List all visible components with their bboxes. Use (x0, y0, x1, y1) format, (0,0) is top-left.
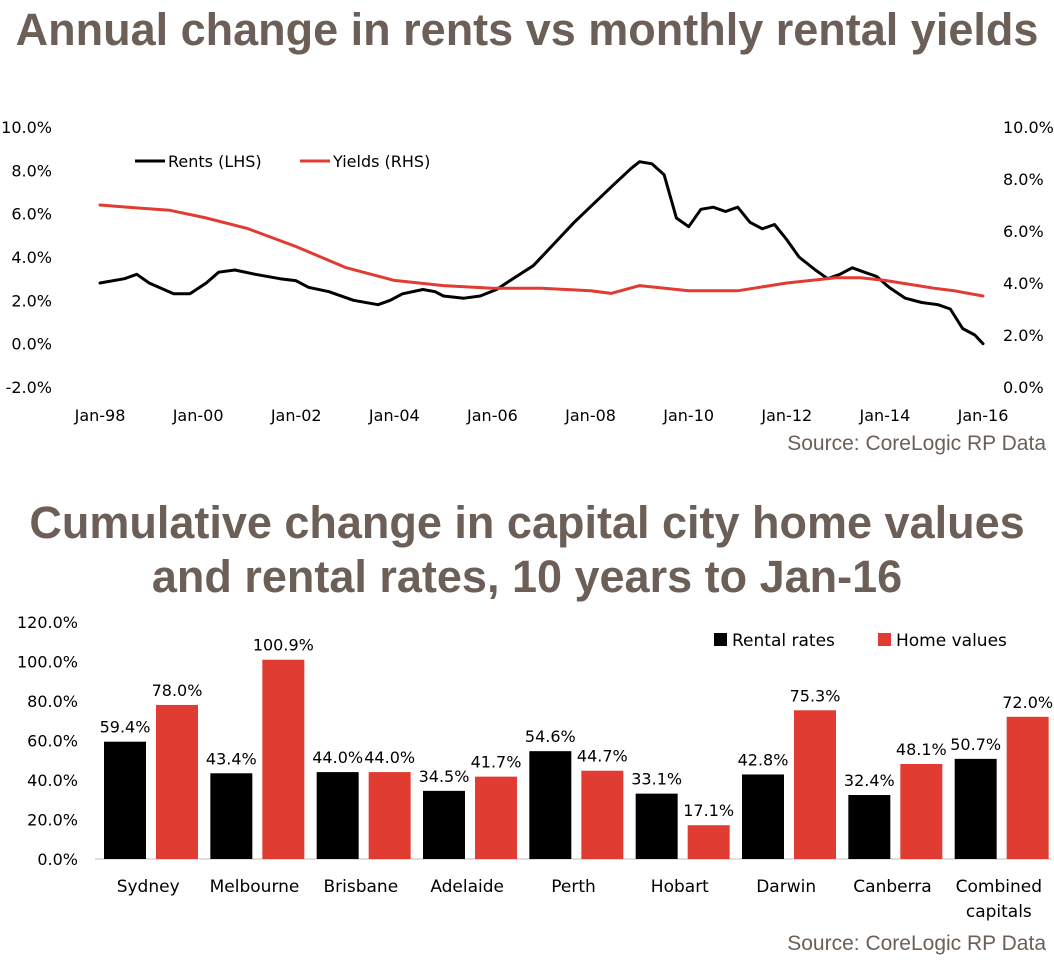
category-label: Melbourne (210, 877, 300, 897)
y-right-tick-label: 2.0% (1003, 326, 1044, 345)
category-label: Combined (956, 877, 1042, 897)
bar-data-label: 44.0% (312, 748, 363, 767)
series-line-yields (98, 203, 985, 298)
category-label: Adelaide (430, 877, 504, 897)
y-left-tick-label: 0.0% (11, 335, 52, 354)
bar-home-values (900, 764, 943, 859)
x-tick-label: Jan-04 (368, 406, 420, 425)
legend-label-rental-rates: Rental rates (732, 631, 835, 651)
bar-rental-rates (848, 795, 891, 859)
y-tick-label: 0.0% (37, 850, 78, 869)
y-right-tick-label: 10.0% (1003, 118, 1054, 137)
x-tick-label: Jan-16 (957, 406, 1009, 425)
bar-data-label: 59.4% (100, 718, 151, 737)
legend-label-home-values: Home values (896, 631, 1007, 651)
category-label: Hobart (651, 877, 709, 897)
x-tick-label: Jan-06 (466, 406, 518, 425)
legend-label-yields: Yields (RHS) (332, 152, 430, 171)
bar-home-values (368, 772, 411, 859)
bar-data-label: 44.0% (364, 748, 415, 767)
bar-rental-rates (210, 773, 253, 859)
y-left-tick-label: 6.0% (11, 205, 52, 224)
bar-data-label: 33.1% (631, 770, 682, 789)
legend-swatch-home-values (878, 633, 891, 646)
bar-data-label: 48.1% (896, 740, 947, 759)
bar-rental-rates (316, 772, 359, 859)
bar-home-values (581, 770, 624, 859)
x-tick-label: Jan-02 (270, 406, 322, 425)
bar-data-label: 100.9% (253, 636, 314, 655)
chart1-source: Source: CoreLogic RP Data (787, 432, 1046, 455)
bar-data-label: 75.3% (790, 686, 841, 705)
series-line-rents (98, 160, 985, 346)
bar-home-values (794, 710, 836, 859)
y-left-tick-label: 8.0% (11, 161, 52, 180)
bar-home-values (1006, 716, 1049, 859)
bar-data-label: 34.5% (419, 767, 470, 786)
category-label: Brisbane (323, 877, 398, 897)
bar-data-label: 41.7% (471, 753, 522, 772)
bar-data-label: 42.8% (738, 750, 789, 769)
x-tick-label: Jan-98 (74, 406, 126, 425)
bar-rental-rates (635, 793, 678, 859)
y-right-tick-label: 0.0% (1003, 378, 1044, 397)
y-right-tick-label: 6.0% (1003, 222, 1044, 241)
bar-rental-rates (742, 774, 784, 859)
bar-data-label: 78.0% (152, 681, 203, 700)
category-label: Darwin (756, 877, 816, 897)
bar-data-label: 54.6% (525, 727, 576, 746)
bar-data-label: 72.0% (1002, 693, 1053, 712)
category-label: capitals (966, 902, 1032, 922)
bar-data-label: 43.4% (206, 749, 257, 768)
bar-data-label: 17.1% (683, 801, 734, 820)
x-tick-label: Jan-12 (760, 406, 812, 425)
chart1-line-chart: 10.0% 8.0% 6.0% 4.0% 2.0% 0.0% -2.0% 10.0% 8.0% 6… (1, 118, 1054, 425)
x-tick-label: Jan-10 (662, 406, 714, 425)
y-tick-label: 60.0% (27, 732, 78, 751)
bar-rental-rates (954, 758, 997, 859)
bar-rental-rates (529, 751, 572, 859)
chart2-title: Cumulative change in capital city home v… (29, 497, 1025, 602)
chart1-title: Annual change in rents vs monthly rental… (15, 4, 1039, 55)
bar-rental-rates (104, 741, 146, 859)
y-tick-label: 40.0% (27, 771, 78, 790)
y-tick-label: 80.0% (27, 692, 78, 711)
category-label: Canberra (853, 877, 931, 897)
bar-data-label: 32.4% (844, 771, 895, 790)
bar-home-values (156, 704, 198, 859)
y-tick-label: 20.0% (27, 811, 78, 830)
y-left-tick-label: 2.0% (11, 291, 52, 310)
x-tick-label: Jan-00 (172, 406, 224, 425)
bar-data-label: 44.7% (577, 747, 628, 766)
category-label: Perth (551, 877, 596, 897)
y-left-tick-label: 10.0% (1, 118, 52, 137)
bar-rental-rates (423, 790, 465, 859)
x-tick-label: Jan-08 (564, 406, 616, 425)
bar-data-label: 50.7% (950, 735, 1001, 754)
y-tick-label: 100.0% (17, 653, 78, 672)
y-left-tick-label: -2.0% (6, 378, 52, 397)
y-right-tick-label: 8.0% (1003, 170, 1044, 189)
bar-home-values (262, 659, 305, 859)
legend-swatch-rental-rates (714, 633, 727, 646)
y-tick-label: 120.0% (17, 613, 78, 632)
y-right-tick-label: 4.0% (1003, 274, 1044, 293)
chart2-source: Source: CoreLogic RP Data (787, 932, 1046, 955)
x-tick-label: Jan-14 (858, 406, 910, 425)
bar-home-values (475, 776, 517, 859)
legend-label-rents: Rents (LHS) (168, 152, 262, 171)
y-left-tick-label: 4.0% (11, 248, 52, 267)
category-label: Sydney (117, 877, 180, 897)
bar-home-values (687, 825, 730, 859)
